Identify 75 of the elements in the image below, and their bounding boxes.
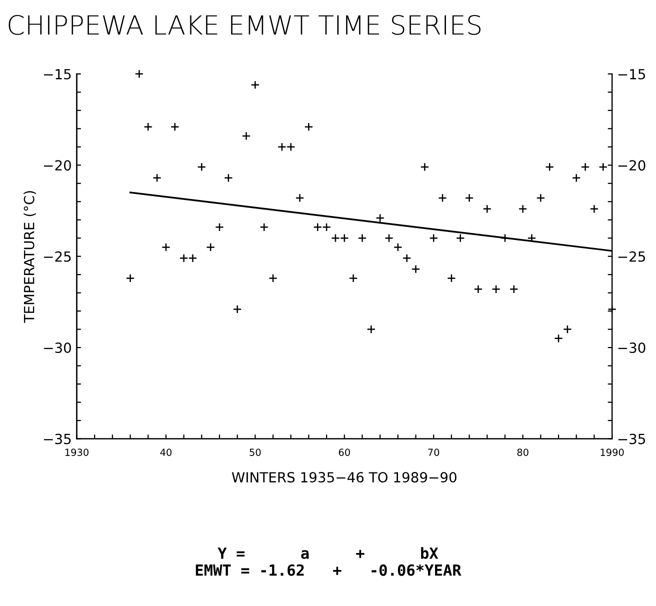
point bbox=[206, 242, 216, 252]
point bbox=[580, 162, 590, 172]
text: EMWT = -1.62 + -0.06*YEAR bbox=[196, 564, 462, 576]
point bbox=[179, 254, 188, 263]
point bbox=[438, 194, 447, 202]
point bbox=[598, 162, 608, 172]
point bbox=[545, 162, 554, 172]
point bbox=[170, 122, 180, 132]
point bbox=[384, 234, 394, 243]
point bbox=[134, 70, 144, 78]
point bbox=[126, 274, 135, 283]
x-tick-label: 1930 bbox=[65, 448, 88, 456]
y2-tick-label: −15 bbox=[618, 69, 646, 80]
point bbox=[554, 334, 563, 343]
y2-tick-label: −35 bbox=[618, 434, 646, 444]
point bbox=[348, 274, 358, 283]
y-tick-label: −15 bbox=[44, 69, 71, 80]
y-tick-label: −25 bbox=[44, 251, 71, 262]
point bbox=[518, 204, 528, 214]
point bbox=[563, 324, 572, 334]
x-tick-label: 40 bbox=[160, 448, 172, 456]
point bbox=[232, 304, 242, 314]
point bbox=[394, 242, 402, 252]
point bbox=[322, 222, 331, 232]
point bbox=[278, 142, 286, 152]
y-axis-title: TEMPERATURE (°C) bbox=[24, 191, 36, 323]
point bbox=[527, 234, 536, 243]
point bbox=[447, 274, 456, 283]
point bbox=[340, 234, 349, 243]
y-tick-label: −20 bbox=[44, 160, 71, 171]
point bbox=[304, 122, 314, 132]
point bbox=[358, 234, 367, 243]
point bbox=[474, 284, 483, 294]
point bbox=[366, 324, 376, 334]
point bbox=[509, 284, 518, 294]
point bbox=[331, 234, 340, 243]
point bbox=[376, 214, 385, 222]
point bbox=[313, 222, 322, 232]
point bbox=[197, 162, 206, 172]
point bbox=[572, 173, 581, 182]
point bbox=[144, 122, 153, 132]
point bbox=[215, 222, 224, 232]
y-tick-label: −35 bbox=[44, 434, 71, 444]
point bbox=[295, 194, 304, 202]
y-tick-label: −30 bbox=[44, 342, 71, 354]
x-tick-label: 80 bbox=[517, 448, 528, 456]
chart-title: CHIPPEWA LAKE EMWT TIME SERIES bbox=[8, 14, 480, 35]
x-tick-label: 70 bbox=[428, 448, 440, 456]
point bbox=[402, 254, 412, 263]
point bbox=[286, 142, 296, 152]
point bbox=[456, 234, 465, 243]
point bbox=[250, 80, 260, 90]
point bbox=[242, 132, 251, 140]
y2-tick-label: −25 bbox=[618, 251, 646, 262]
point bbox=[482, 204, 492, 214]
point bbox=[268, 274, 278, 283]
point bbox=[152, 173, 162, 182]
x-tick-label: 1990 bbox=[600, 448, 624, 456]
point bbox=[429, 234, 438, 243]
x-axis-title: WINTERS 1935−46 TO 1989−90 bbox=[232, 472, 456, 483]
point bbox=[411, 264, 420, 274]
x-tick-label: 50 bbox=[250, 448, 261, 456]
point bbox=[420, 162, 430, 172]
x-tick-label: 60 bbox=[338, 448, 350, 456]
point bbox=[162, 242, 170, 252]
point bbox=[464, 194, 474, 202]
point bbox=[224, 173, 233, 182]
text: Y = a + bX bbox=[218, 547, 438, 559]
point bbox=[492, 284, 500, 294]
y2-tick-label: −20 bbox=[618, 160, 646, 171]
y2-tick-label: −30 bbox=[618, 342, 646, 354]
point bbox=[536, 194, 546, 202]
point bbox=[188, 254, 198, 263]
point bbox=[590, 204, 599, 214]
point bbox=[260, 222, 269, 232]
